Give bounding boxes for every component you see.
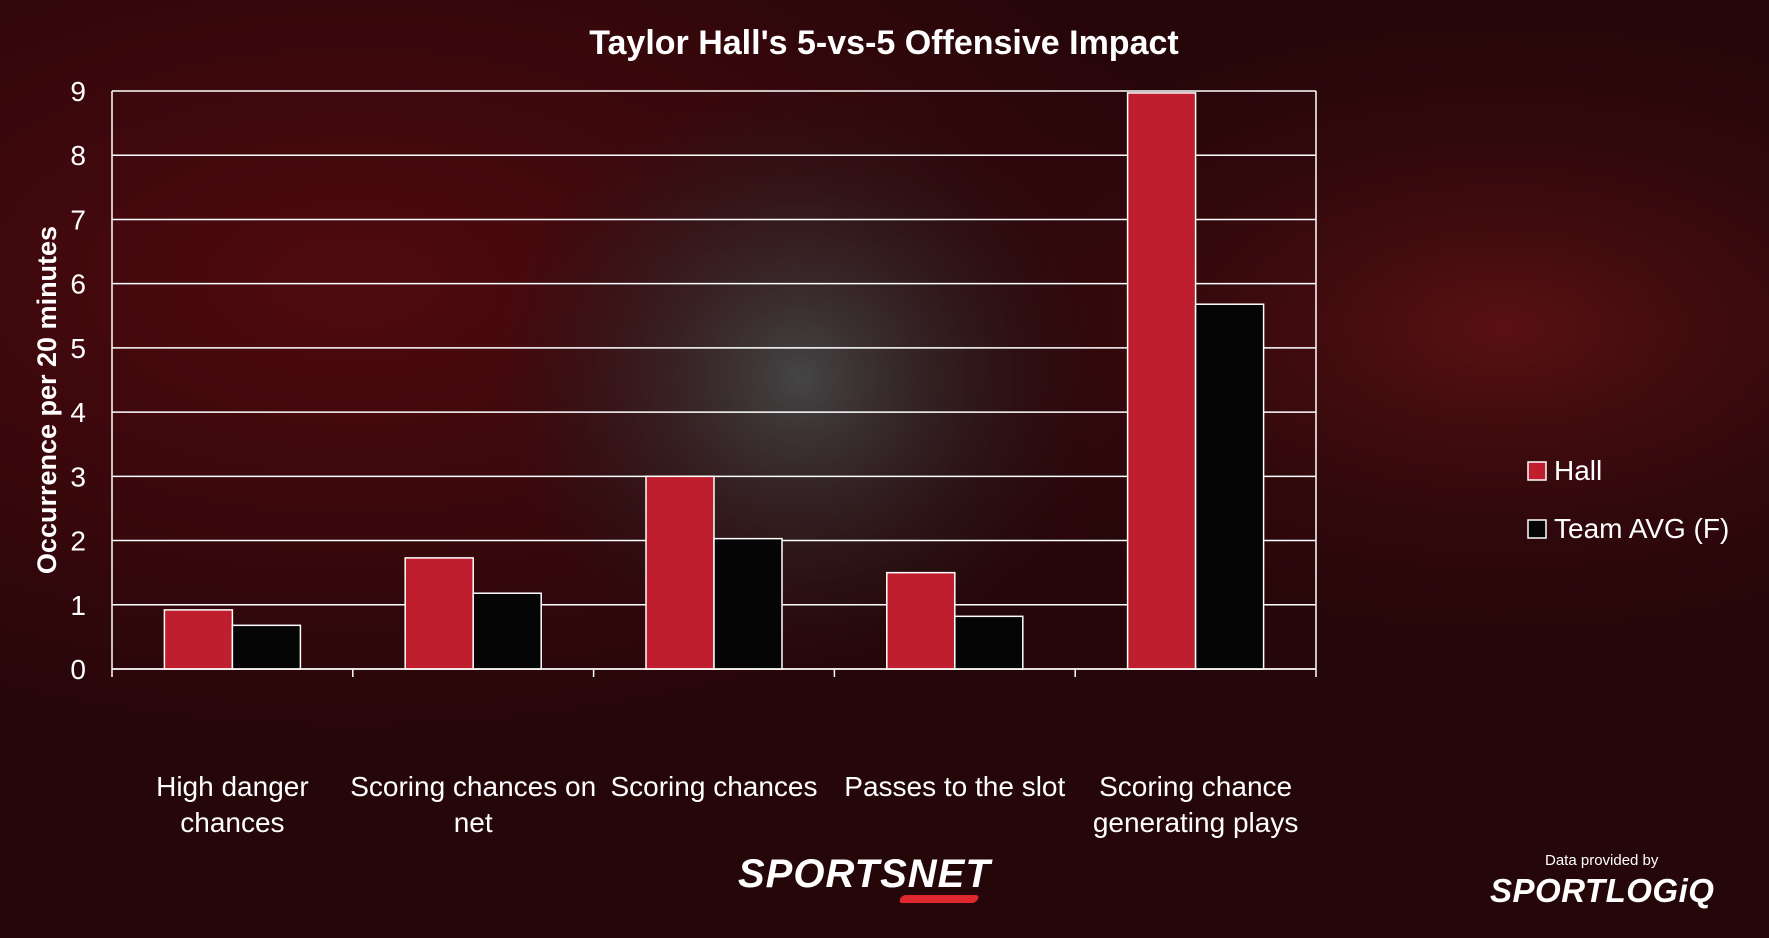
- chart-title: Taylor Hall's 5-vs-5 Offensive Impact: [589, 24, 1178, 62]
- y-tick-label-6: 6: [70, 269, 86, 300]
- legend-swatch-hall: [1527, 461, 1547, 481]
- bar-team-avg-3: [954, 615, 1024, 670]
- sportsnet-logo: SPORTSNET: [738, 852, 991, 896]
- y-tick-label-9: 9: [70, 76, 86, 107]
- y-tick-label-4: 4: [70, 397, 86, 428]
- y-tick-label-0: 0: [70, 654, 86, 685]
- x-category-label-4-line-0: Scoring chance: [1099, 771, 1292, 802]
- x-category-label-0-line-0: High danger: [156, 771, 309, 802]
- bar-team-avg-1: [472, 592, 542, 670]
- y-axis-label: Occurrence per 20 minutes: [32, 226, 62, 574]
- bar-hall-3: [886, 571, 956, 670]
- bar-team-avg-4: [1194, 303, 1265, 670]
- legend-label-hall: Hall: [1554, 455, 1602, 486]
- legend-swatch-team-avg: [1527, 519, 1547, 539]
- y-tick-label-5: 5: [70, 333, 86, 364]
- sportsnet-swoosh: [898, 895, 980, 903]
- x-category-label-1-line-1: net: [454, 807, 493, 838]
- y-tick-label-1: 1: [70, 590, 86, 621]
- y-tick-label-8: 8: [70, 140, 86, 171]
- sportlogiq-logo: SPORTLOGiQ: [1490, 872, 1715, 909]
- bar-hall-1: [404, 557, 474, 670]
- x-category-label-1-line-0: Scoring chances on: [350, 771, 596, 802]
- legend-label-team-avg: Team AVG (F): [1554, 513, 1729, 544]
- bar-team-avg-0: [231, 624, 302, 670]
- bar-hall-4: [1126, 92, 1197, 670]
- y-tick-label-3: 3: [70, 461, 86, 492]
- x-category-label-0-line-1: chances: [180, 807, 284, 838]
- y-tick-label-2: 2: [70, 526, 86, 557]
- x-category-label-2-line-0: Scoring chances: [610, 771, 817, 802]
- bar-hall-2: [645, 475, 715, 670]
- bar-team-avg-2: [713, 537, 783, 670]
- bar-hall-0: [163, 609, 234, 670]
- x-category-label-4-line-1: generating plays: [1093, 807, 1298, 838]
- data-credit-caption: Data provided by: [1545, 852, 1659, 869]
- y-tick-label-7: 7: [70, 204, 86, 235]
- x-category-label-3-line-0: Passes to the slot: [844, 771, 1065, 802]
